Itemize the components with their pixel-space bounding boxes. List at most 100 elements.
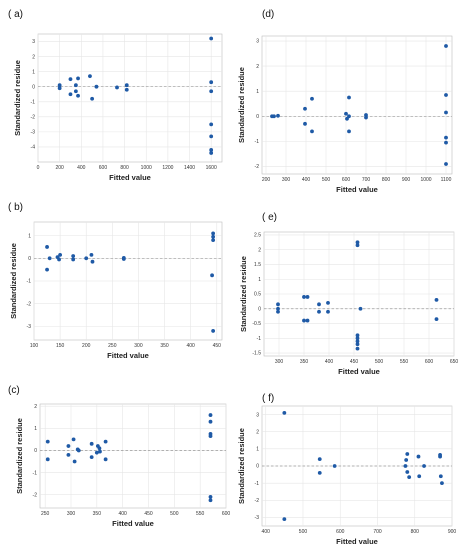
- data-point: [76, 76, 80, 81]
- y-tick-label: -3: [31, 130, 36, 136]
- x-tick-label: 1200: [162, 165, 173, 171]
- data-point: [57, 257, 61, 262]
- x-tick-label: 800: [120, 165, 129, 171]
- data-point: [317, 309, 321, 314]
- data-point: [407, 475, 412, 480]
- x-tick-label: 300: [275, 359, 284, 365]
- data-point: [355, 240, 360, 245]
- data-point: [355, 339, 360, 344]
- x-tick-label: 1000: [420, 177, 431, 183]
- data-point: [416, 454, 421, 459]
- data-point: [84, 256, 89, 261]
- y-tick-label: -1: [257, 336, 262, 342]
- data-point: [68, 77, 73, 82]
- data-point: [76, 93, 80, 98]
- x-tick-label: 900: [448, 529, 457, 535]
- y-tick-label: 3: [256, 412, 259, 418]
- data-point: [417, 474, 422, 479]
- data-point: [57, 86, 62, 91]
- data-point: [89, 253, 94, 257]
- data-point: [88, 74, 92, 79]
- data-point: [211, 234, 216, 239]
- x-tick-label: 400: [262, 529, 271, 535]
- x-tick-label: 100: [30, 343, 39, 349]
- data-point: [282, 410, 287, 415]
- y-tick-label: -1: [255, 139, 260, 145]
- y-tick-label: 2: [256, 429, 259, 435]
- x-axis-label: Fitted value: [338, 367, 380, 376]
- x-tick-label: 1100: [441, 177, 452, 183]
- data-point: [103, 457, 108, 462]
- y-tick-label: -1: [255, 481, 260, 487]
- data-point: [276, 306, 280, 311]
- x-tick-label: 450: [213, 343, 222, 349]
- y-axis-label: Standardized residue: [237, 428, 246, 504]
- panel-label: ( f): [262, 393, 274, 404]
- data-point: [310, 96, 314, 101]
- data-point: [208, 495, 213, 499]
- data-point: [76, 448, 81, 453]
- y-tick-label: 3: [32, 39, 35, 45]
- panel-5: 400 500 600 700 800 900 -3 -2 -1 0 1 2 3 Fitted value…: [237, 393, 456, 546]
- data-point: [272, 114, 276, 119]
- y-tick-label: -2: [31, 115, 36, 121]
- y-axis-label: Standardized residue: [9, 243, 18, 319]
- data-point: [355, 336, 360, 341]
- panel-2: 100 150 200 250 300 350 400 450 -3 -2 -1 0 1 Fitted v…: [8, 202, 223, 360]
- x-tick-label: 300: [67, 511, 76, 517]
- y-tick-label: 0: [32, 84, 35, 90]
- data-point: [208, 498, 213, 503]
- data-point: [434, 317, 439, 321]
- x-tick-label: 1600: [206, 165, 217, 171]
- data-point: [332, 464, 337, 468]
- data-point: [444, 110, 448, 115]
- data-point: [68, 92, 73, 97]
- x-tick-label: 400: [77, 165, 86, 171]
- data-point: [444, 162, 448, 166]
- data-point: [276, 309, 280, 314]
- panel-4: 250 300 350 400 450 500 550 600 -2 -1 0 1 2 Fitted va…: [8, 385, 230, 528]
- data-point: [405, 452, 410, 456]
- y-tick-label: 0: [258, 306, 261, 312]
- y-tick-label: 0.5: [254, 292, 261, 298]
- data-point: [103, 439, 108, 444]
- data-point: [45, 439, 50, 444]
- x-axis-label: Fitted value: [336, 537, 378, 546]
- x-tick-label: 600: [342, 177, 351, 183]
- y-tick-label: 1: [258, 277, 261, 283]
- data-point: [326, 309, 330, 314]
- y-tick-label: 0: [256, 114, 259, 120]
- panel-label: ( a): [8, 9, 23, 20]
- data-point: [347, 129, 351, 134]
- data-point: [422, 464, 426, 468]
- y-tick-label: -1.5: [252, 351, 261, 357]
- data-point: [364, 115, 368, 120]
- y-tick-label: -4: [31, 145, 36, 151]
- data-point: [434, 298, 439, 302]
- x-tick-label: 1000: [141, 165, 152, 171]
- data-point: [276, 302, 280, 307]
- x-tick-label: 700: [362, 177, 371, 183]
- y-tick-label: -3: [255, 515, 260, 521]
- data-point: [276, 113, 280, 118]
- data-point: [124, 87, 129, 92]
- x-tick-label: 300: [282, 177, 291, 183]
- x-tick-label: 400: [118, 511, 127, 517]
- x-tick-label: 1400: [184, 165, 195, 171]
- x-tick-label: 500: [322, 177, 331, 183]
- y-tick-label: 2: [34, 404, 37, 410]
- data-point: [405, 470, 410, 474]
- x-tick-label: 650: [450, 359, 459, 365]
- data-point: [97, 446, 102, 451]
- x-tick-label: 600: [336, 529, 345, 535]
- data-point: [66, 444, 71, 448]
- x-tick-label: 350: [160, 343, 169, 349]
- y-tick-label: 2.5: [254, 233, 261, 239]
- x-tick-label: 800: [411, 529, 420, 535]
- y-tick-label: 1.5: [254, 262, 261, 268]
- x-axis-label: Fitted value: [109, 173, 151, 182]
- data-point: [355, 342, 360, 347]
- data-point: [47, 256, 52, 261]
- x-tick-label: 400: [186, 343, 195, 349]
